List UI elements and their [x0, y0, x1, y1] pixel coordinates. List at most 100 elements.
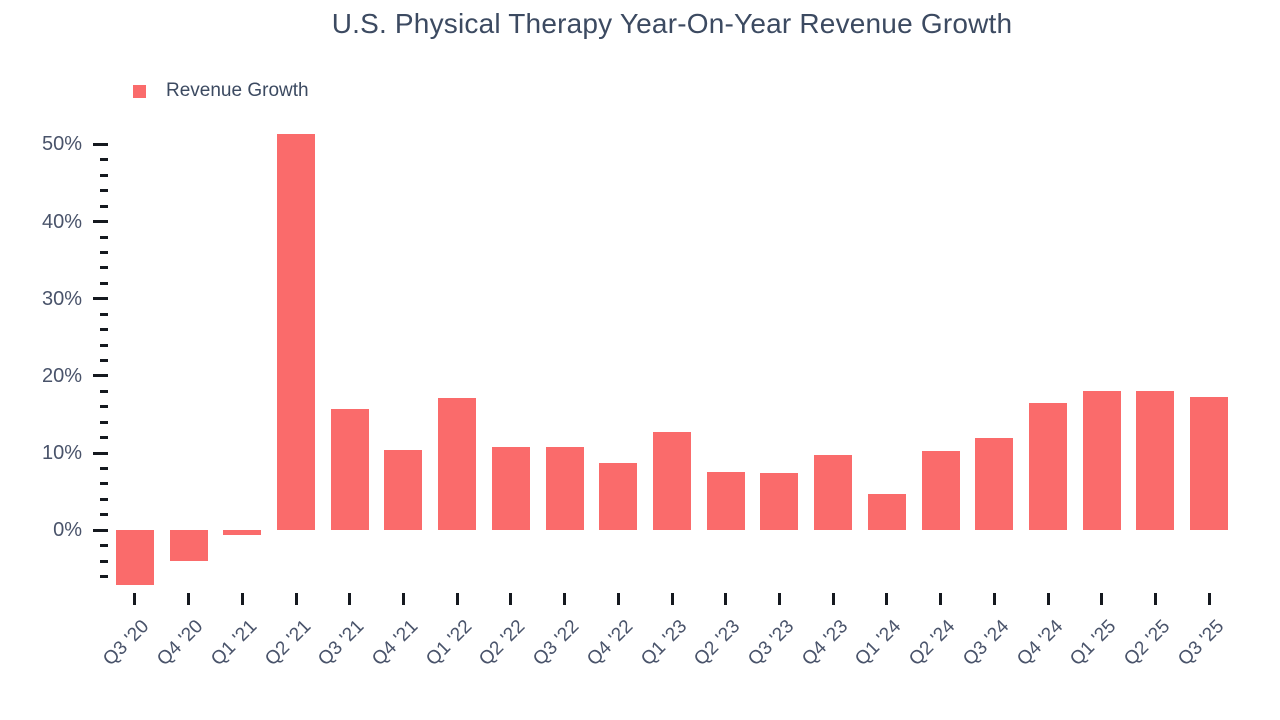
y-axis-tick-label: 0%: [53, 519, 82, 542]
y-axis-minor-tick: [100, 575, 108, 579]
y-axis-minor-tick: [100, 436, 108, 440]
y-axis-major-tick: [93, 142, 108, 146]
y-axis-major-tick: [93, 374, 108, 378]
y-axis-minor-tick: [100, 266, 108, 270]
bar-q4-20: [169, 530, 208, 562]
x-axis-tick: [1153, 593, 1157, 605]
bar-q3-23: [760, 473, 799, 531]
y-axis-minor-tick: [100, 467, 108, 471]
x-axis-tick: [563, 593, 567, 605]
x-axis-tick-label: Q2 '24: [905, 616, 960, 671]
x-axis-tick: [1046, 593, 1050, 605]
x-axis-tick-label: Q1 '25: [1066, 616, 1121, 671]
x-axis-tick-label: Q3 '22: [529, 616, 584, 671]
legend-swatch-icon: [133, 84, 146, 98]
y-axis-tick-label: 40%: [41, 210, 82, 233]
y-axis-tick-label: 30%: [41, 287, 82, 310]
bar-q4-21: [384, 450, 423, 531]
x-axis-tick-label: Q2 '22: [475, 616, 530, 671]
x-axis-tick: [348, 593, 352, 605]
x-axis-tick: [1207, 593, 1211, 605]
y-axis-minor-tick: [100, 235, 108, 239]
legend: Revenue Growth: [133, 80, 309, 102]
bar-q2-24: [921, 450, 960, 531]
bar-q1-23: [653, 432, 691, 531]
y-axis-minor-tick: [100, 513, 108, 517]
y-axis-major-tick: [93, 220, 108, 224]
y-axis-minor-tick: [100, 544, 108, 548]
bar-q2-21: [277, 134, 315, 531]
bar-q1-21: [223, 530, 262, 535]
bar-q3-20: [115, 530, 154, 586]
x-axis-tick-label: Q1 '21: [207, 616, 262, 671]
x-axis-tick-label: Q3 '20: [99, 616, 154, 671]
legend-label: Revenue Growth: [166, 80, 309, 101]
y-axis-minor-tick: [100, 189, 108, 193]
bar-q4-24: [1029, 402, 1067, 531]
x-axis-tick: [1100, 593, 1104, 605]
bar-q4-22: [599, 463, 638, 531]
x-axis-tick: [885, 593, 889, 605]
y-axis-minor-tick: [100, 359, 108, 362]
y-axis-tick-label: 20%: [41, 364, 82, 387]
y-axis-minor-tick: [100, 482, 108, 486]
x-axis-tick: [992, 593, 996, 605]
x-axis-tick-label: Q4 '21: [368, 616, 423, 671]
y-axis-minor-tick: [100, 158, 108, 162]
x-axis-tick-label: Q4 '23: [797, 616, 853, 671]
x-axis-tick: [939, 593, 943, 605]
bar-q1-24: [867, 493, 906, 531]
y-axis-minor-tick: [100, 389, 108, 393]
x-axis-tick-label: Q3 '23: [744, 616, 799, 671]
y-axis-minor-tick: [100, 559, 108, 563]
x-axis-tick: [724, 593, 728, 605]
bar-q3-22: [545, 446, 584, 531]
bar-q2-25: [1136, 391, 1175, 531]
x-axis-tick: [777, 593, 781, 605]
x-axis-tick-label: Q4 '20: [153, 616, 208, 671]
chart-title: U.S. Physical Therapy Year-On-Year Reven…: [331, 8, 1013, 39]
x-axis-tick: [133, 593, 137, 605]
y-axis-tick-label: 50%: [41, 133, 82, 156]
y-axis-major-tick: [93, 297, 108, 301]
x-axis-tick: [509, 593, 513, 605]
bar-q2-23: [706, 472, 745, 531]
bar-q1-22: [438, 397, 477, 531]
bar-q3-21: [330, 409, 369, 531]
x-axis-tick: [240, 593, 244, 605]
y-axis-minor-tick: [100, 204, 108, 208]
y-axis-minor-tick: [100, 173, 108, 177]
x-axis-tick: [294, 593, 298, 605]
x-axis-tick-label: Q1 '24: [851, 616, 906, 671]
x-axis-tick-label: Q3 '24: [959, 616, 1014, 671]
bar-q2-22: [491, 446, 530, 531]
bar-q1-25: [1082, 390, 1121, 531]
x-axis-tick-label: Q1 '22: [421, 616, 477, 671]
x-axis-tick-label: Q4 '24: [1012, 616, 1067, 671]
bar-q3-24: [975, 438, 1014, 531]
y-axis-minor-tick: [100, 343, 108, 347]
x-axis-tick: [616, 593, 620, 605]
x-axis-tick: [187, 593, 191, 605]
x-axis-tick: [401, 593, 405, 605]
y-axis-minor-tick: [100, 497, 108, 501]
x-axis-tick-label: Q2 '25: [1120, 616, 1175, 671]
x-axis-tick-label: Q2 '23: [690, 616, 745, 671]
y-axis-major-tick: [93, 451, 108, 455]
y-axis-minor-tick: [100, 405, 108, 409]
y-axis-tick-label: 10%: [41, 442, 82, 465]
bar-q4-23: [814, 455, 853, 531]
x-axis-tick: [831, 593, 835, 605]
y-axis-minor-tick: [100, 328, 108, 332]
y-axis-minor-tick: [100, 281, 108, 285]
x-axis-tick-label: Q2 '21: [260, 616, 315, 671]
y-axis-major-tick: [93, 528, 108, 532]
x-axis-tick: [455, 593, 459, 605]
y-axis-minor-tick: [100, 312, 108, 316]
x-axis-tick-label: Q3 '25: [1173, 616, 1229, 671]
y-axis-minor-tick: [100, 250, 108, 254]
x-axis-tick-label: Q1 '23: [636, 616, 691, 671]
y-axis-minor-tick: [100, 420, 108, 424]
